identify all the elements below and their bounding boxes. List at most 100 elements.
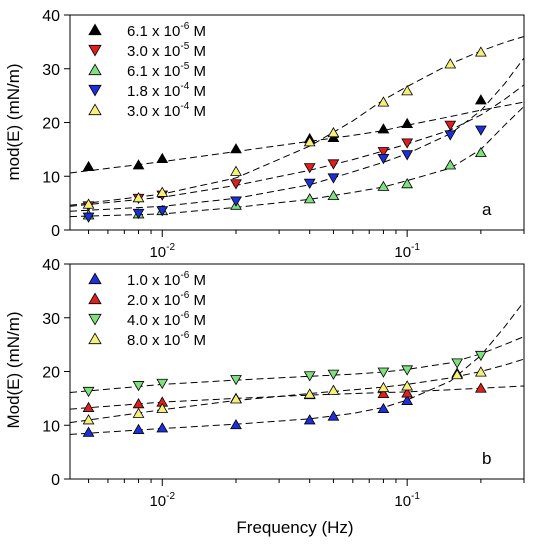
panel-b-fit-curve-2 (69, 385, 525, 410)
panel-a-point-series-5 (303, 136, 316, 147)
panel-a-fit-curve-1 (69, 101, 525, 174)
panel-b-point-series-3 (82, 386, 95, 398)
panel-b-point-series-3 (474, 350, 487, 362)
panel-a-fit-curve-2 (69, 84, 525, 207)
panel-a-point-series-1 (132, 159, 145, 170)
panel-a-point-series-3 (327, 189, 340, 201)
panel-a-legend-label-3: 6.1 x 10-5 M (127, 61, 206, 80)
panel-a-legend-marker-1 (88, 23, 102, 36)
panel-a-point-series-1 (230, 143, 242, 154)
panel-a-y-tick-label: 20 (42, 116, 60, 133)
panel-a-point-series-3 (401, 178, 414, 189)
panel-b-point-series-1 (327, 410, 340, 421)
panel-a: mod(E) (mN/m) a 0 10 20 30 40 10-2 10-1 6.1 x 1… (4, 8, 525, 261)
panel-b-point-series-1 (132, 423, 145, 435)
panel-a-y-tick-label: 30 (42, 62, 60, 79)
panel-a-point-series-1 (401, 117, 414, 129)
panel-a-legend-marker-5 (88, 103, 102, 116)
panel-a-legend-marker-3 (88, 63, 102, 76)
panel-b-point-series-3 (156, 378, 169, 390)
panel-a-x-tick-label: 10-1 (394, 242, 420, 261)
panel-a-point-series-4 (444, 130, 457, 141)
panel-a-ylabel: mod(E) (mN/m) (4, 63, 23, 180)
panel-a-fit-curve-3 (69, 106, 525, 218)
panel-a-point-series-5 (82, 198, 95, 209)
panel-a-point-series-4 (156, 206, 169, 217)
panel-b-point-series-4 (132, 407, 145, 418)
panel-b-legend-label-2: 2.0 x 10-6 M (127, 290, 206, 309)
panel-b-point-series-1 (377, 402, 390, 414)
panel-b-point-series-1 (156, 422, 169, 433)
panel-a-point-series-4 (82, 212, 95, 223)
panel-a-point-series-2 (327, 159, 340, 170)
panel-a-point-series-2 (377, 147, 390, 158)
panel-b-point-series-4 (451, 368, 464, 380)
panel-a-point-series-5 (377, 96, 390, 107)
panel-a-point-series-4 (474, 125, 487, 136)
panel-a-point-series-5 (132, 192, 145, 203)
panel-a-point-series-5 (156, 186, 169, 197)
panel-a-fit-curve-4 (69, 57, 525, 212)
panel-a-point-series-5 (444, 58, 457, 69)
panel-a-point-series-4 (401, 150, 414, 161)
x-axis-label: Frequency (Hz) (236, 518, 353, 537)
panel-a-point-series-2 (303, 163, 316, 174)
panel-b-point-series-4 (156, 402, 169, 414)
panel-a-point-series-3 (377, 180, 390, 191)
panel-a-point-series-4 (303, 178, 316, 189)
panel-b-point-series-4 (377, 381, 390, 393)
panel-b-point-series-4 (82, 414, 95, 425)
panel-a-legend-label-2: 3.0 x 10-5 M (127, 41, 206, 60)
panel-b-point-series-3 (327, 369, 340, 380)
panel-a-letter: a (482, 200, 492, 219)
panel-a-point-series-3 (303, 193, 316, 204)
panel-b-legend-label-1: 1.0 x 10-6 M (127, 270, 206, 289)
panel-a-point-series-5 (327, 126, 340, 138)
panel-b: Mod(E) (mN/m) b 0 10 20 30 40 10-2 10-1 1.0 x 1… (4, 257, 525, 510)
panel-b-point-series-1 (401, 394, 414, 405)
panel-a-legend-marker-4 (88, 84, 102, 97)
panel-a-y-tick-label: 0 (51, 223, 60, 240)
panel-b-point-series-3 (230, 375, 242, 386)
panel-b-point-series-3 (451, 358, 464, 369)
panel-a-point-series-4 (377, 154, 390, 165)
panel-b-legend-label-3: 4.0 x 10-6 M (127, 310, 206, 329)
panel-b-legend-label-4: 8.0 x 10-6 M (127, 330, 206, 349)
panel-b-legend-marker-4 (88, 332, 102, 345)
panel-b-x-tick-label: 10-1 (394, 491, 420, 510)
panel-a-point-series-2 (444, 120, 457, 131)
panel-a-point-series-5 (474, 46, 487, 57)
panel-b-y-tick-label: 0 (51, 472, 60, 489)
panel-b-point-series-4 (327, 384, 340, 395)
panel-b-y-tick-label: 30 (42, 311, 60, 328)
panel-b-point-series-1 (82, 426, 95, 437)
panel-b-point-series-4 (401, 380, 414, 391)
panel-b-fit-curve-4 (69, 358, 525, 424)
panel-a-point-series-1 (377, 123, 390, 134)
panel-b-point-series-3 (132, 381, 145, 392)
panel-a-point-series-2 (230, 179, 242, 190)
panel-b-legend-marker-3 (88, 313, 102, 326)
panel-a-legend-label-4: 1.8 x 10-4 M (127, 81, 206, 100)
panel-a-point-series-4 (327, 173, 340, 184)
panel-b-point-series-4 (474, 366, 487, 377)
panel-a-y-tick-label: 10 (42, 169, 60, 186)
panel-a-point-series-5 (230, 165, 242, 176)
panel-b-point-series-3 (303, 371, 316, 382)
panel-a-point-series-4 (230, 196, 242, 207)
panel-b-x-tick-label: 10-2 (149, 491, 175, 510)
panel-a-point-series-3 (474, 146, 487, 158)
panel-a-point-series-1 (156, 152, 169, 163)
panel-a-point-series-1 (474, 94, 487, 105)
panel-a-legend-label-1: 6.1 x 10-6 M (127, 21, 206, 40)
panel-b-point-series-2 (377, 387, 390, 398)
panel-b-point-series-2 (474, 382, 487, 393)
panel-b-y-tick-label: 20 (42, 365, 60, 382)
panel-a-point-series-5 (401, 85, 414, 96)
panel-b-y-tick-label: 40 (42, 257, 60, 274)
panel-b-point-series-3 (377, 367, 390, 378)
panel-a-legend-label-5: 3.0 x 10-4 M (127, 101, 206, 120)
panel-b-letter: b (482, 449, 491, 468)
panel-a-y-tick-label: 40 (42, 8, 60, 25)
panel-b-point-series-4 (230, 393, 242, 404)
